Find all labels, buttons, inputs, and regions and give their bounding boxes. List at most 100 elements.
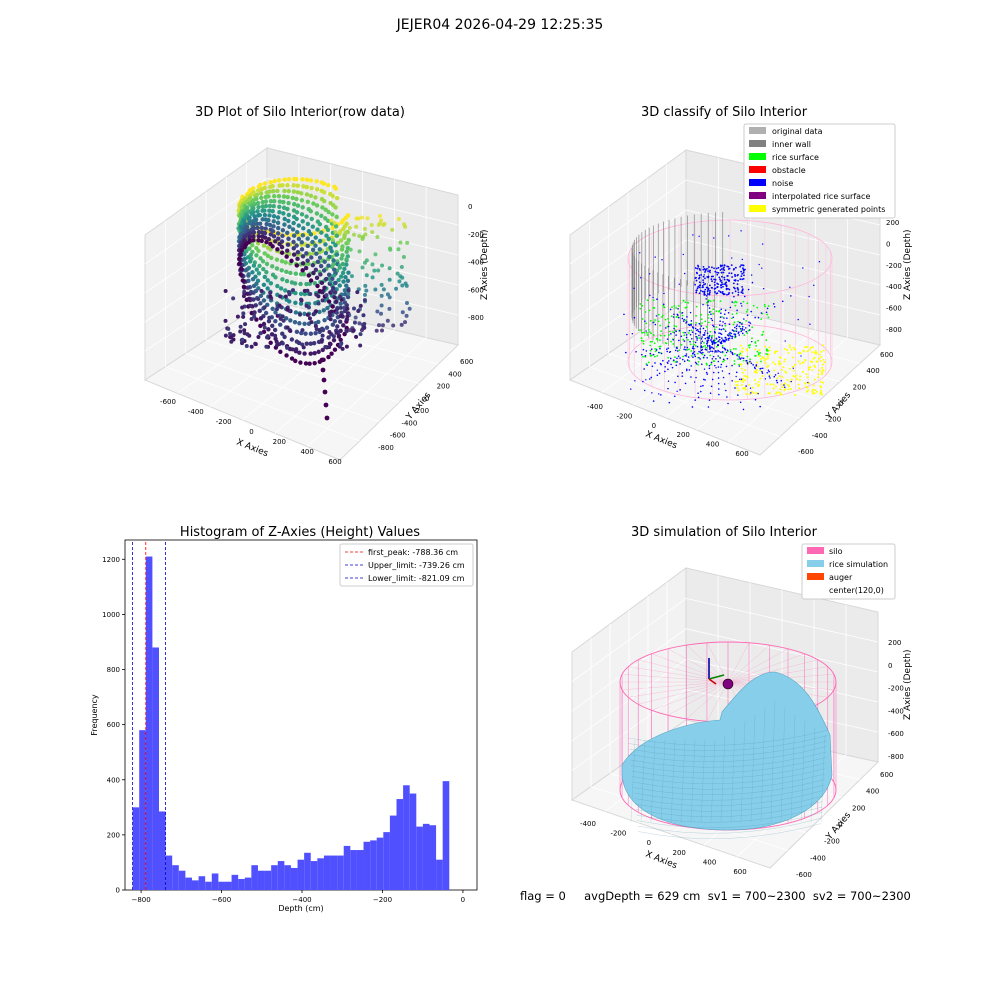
raw-point	[333, 205, 338, 210]
raw-zlabel: Z Axies (Depth)	[480, 229, 490, 300]
raw-point	[287, 292, 292, 297]
raw-point	[286, 188, 291, 194]
sim-ytick: 600	[880, 771, 893, 779]
classify-rice-point	[647, 361, 650, 364]
classify-noise-point	[697, 285, 700, 288]
classify-rice-point	[732, 323, 735, 326]
classify-noise-point	[698, 292, 701, 295]
classify-noise-point	[721, 346, 724, 349]
sim-silo-spoke	[628, 681, 729, 698]
classify-symmetric-point	[788, 344, 791, 347]
raw-point	[247, 259, 253, 264]
classify-noise-point	[720, 308, 723, 311]
raw-point	[275, 247, 280, 252]
figure-suptitle: JEJER04 2026-04-29 12:25:35	[396, 17, 604, 33]
classify-rice-point	[761, 334, 763, 336]
raw-point	[277, 199, 283, 204]
raw-point	[333, 229, 338, 234]
raw-point	[274, 307, 279, 312]
hist-ytick-label: 600	[107, 721, 120, 729]
classify-noise-point	[740, 291, 743, 294]
classify-rice-point	[745, 310, 748, 313]
classify-symmetric-point	[776, 350, 779, 353]
classify-noise-point	[685, 368, 688, 371]
classify-noise-point	[693, 350, 696, 353]
classify-noise-point	[650, 348, 653, 350]
raw-point	[331, 334, 336, 339]
hist-bar	[310, 861, 318, 890]
raw-point	[271, 193, 277, 199]
raw-point	[391, 323, 396, 328]
raw-point	[302, 291, 308, 297]
raw-point	[241, 314, 246, 319]
classify-noise-point	[736, 283, 739, 286]
classify-symmetric-point	[739, 362, 742, 365]
classify-noise-point	[695, 279, 698, 282]
classify-noise-point	[703, 368, 706, 370]
classify-noise-point	[740, 378, 743, 381]
raw-point	[379, 328, 384, 333]
hist-title: Histogram of Z-Axies (Height) Values	[180, 525, 420, 540]
classify-ztick: -600	[886, 305, 902, 313]
raw-point	[321, 377, 327, 383]
raw-point	[314, 179, 319, 184]
raw-point	[284, 316, 289, 321]
classify-noise-point	[741, 286, 744, 288]
classify-legend-swatch	[749, 127, 766, 134]
raw-point	[304, 341, 309, 346]
raw-point	[300, 219, 305, 224]
raw-point	[245, 285, 250, 290]
raw-point	[319, 357, 325, 363]
raw-point	[244, 344, 249, 349]
classify-ztick: 0	[886, 240, 890, 248]
classify-noise-point	[676, 350, 679, 352]
classify-symmetric-point	[778, 375, 781, 378]
hist-bars	[132, 556, 450, 890]
classify-noise-point	[725, 285, 728, 288]
classify-noise-point	[700, 338, 703, 340]
classify-noise-point	[712, 275, 714, 278]
raw-point	[346, 291, 351, 296]
raw-point	[281, 211, 286, 216]
classify-symmetric-point	[797, 383, 800, 386]
classify-noise-point	[715, 367, 717, 369]
raw-point	[293, 358, 298, 364]
classify-rice-point	[687, 332, 690, 334]
raw-point	[273, 319, 278, 324]
raw-point	[360, 236, 365, 241]
classify-symmetric-point	[766, 357, 769, 360]
classify-noise-point	[729, 331, 731, 334]
sim-rice-mesh	[790, 713, 796, 823]
classify-noise-point	[734, 334, 737, 336]
classify-noise-point	[727, 311, 730, 314]
classify-noise-point	[722, 328, 725, 330]
raw-point	[275, 220, 281, 225]
classify-symmetric-point	[777, 362, 780, 365]
raw-point	[332, 273, 337, 278]
raw-point	[251, 230, 257, 235]
classify-noise-point	[676, 361, 678, 363]
classify-noise-point	[718, 328, 721, 330]
sim-ztick: -200	[888, 685, 904, 693]
classify-symmetric-point	[821, 363, 824, 366]
classify-noise-point	[737, 273, 739, 276]
classify-noise-point	[718, 324, 721, 326]
raw-point	[283, 288, 288, 293]
classify-noise-point	[707, 406, 710, 408]
raw-point	[229, 339, 234, 344]
raw-point	[311, 201, 316, 206]
classify-rice-point	[660, 330, 662, 333]
raw-point	[246, 273, 251, 278]
classify-noise-point	[681, 358, 684, 361]
classify-noise-point	[691, 347, 694, 350]
classify-noise-point	[739, 378, 741, 381]
raw-point	[287, 224, 292, 230]
raw-point	[274, 257, 280, 262]
raw-point	[402, 222, 407, 227]
classify-rice-point	[765, 348, 768, 351]
raw-point	[322, 317, 327, 323]
classify-noise-point	[674, 349, 677, 352]
classify-noise-point	[807, 381, 809, 384]
raw-point	[373, 252, 378, 257]
